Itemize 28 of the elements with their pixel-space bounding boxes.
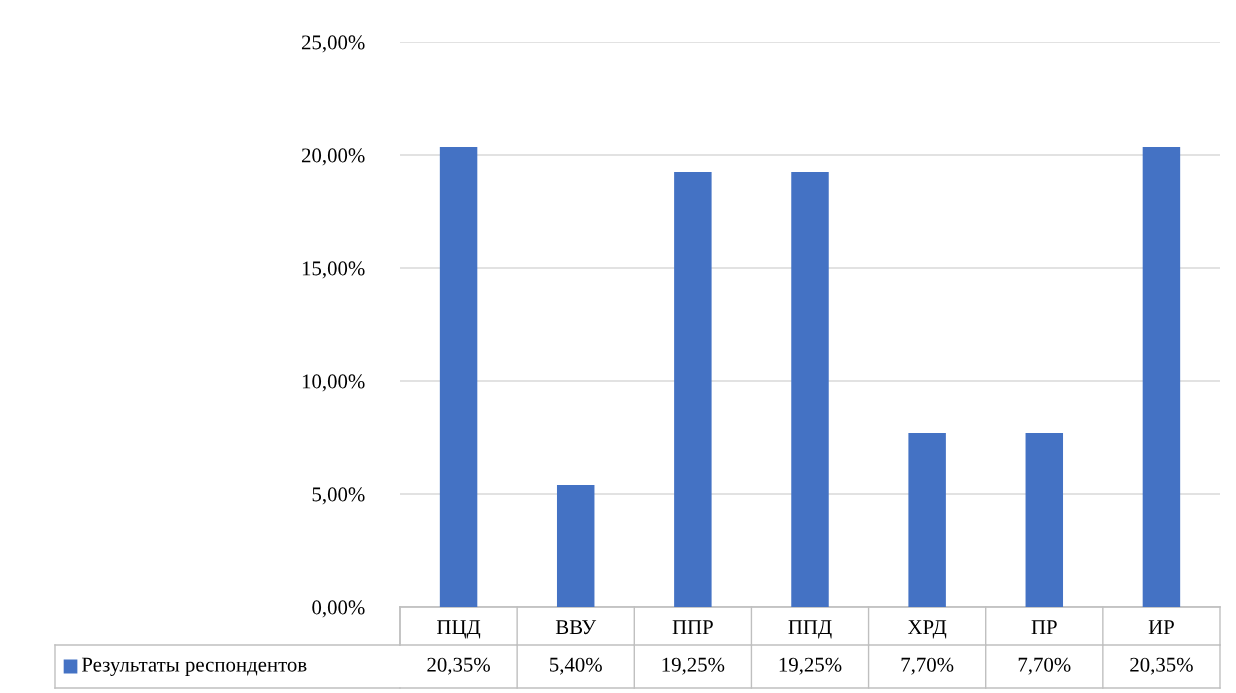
data-label: 20,35%: [427, 657, 490, 675]
y-tick-label: 5,00%: [312, 487, 365, 505]
y-tick-label: 0,00%: [312, 600, 365, 618]
x-tick-label: ПЦД: [437, 620, 481, 639]
legend-label: Результаты респондентов: [81, 657, 307, 676]
data-label: 20,35%: [1130, 657, 1193, 675]
data-label: 7,70%: [901, 657, 954, 675]
bar: [791, 171, 829, 607]
bar: [556, 484, 595, 607]
x-tick-label: ППД: [788, 620, 832, 639]
x-tick-label: ХРД: [907, 620, 947, 639]
bar: [674, 171, 712, 607]
data-label: 19,25%: [779, 657, 842, 675]
x-tick-label: ППР: [672, 620, 713, 634]
y-tick-label: 10,00%: [302, 374, 365, 392]
bar: [1025, 432, 1064, 607]
bar: [439, 147, 478, 607]
data-label: 5,40%: [550, 657, 602, 675]
y-tick-label: 15,00%: [302, 261, 365, 279]
y-tick-label: 20,00%: [301, 148, 365, 166]
x-tick-label: ВВУ: [555, 620, 597, 635]
bar: [1142, 147, 1181, 607]
x-tick-label: ИР: [1148, 620, 1174, 634]
y-tick-label: 25,00%: [301, 35, 365, 53]
data-label: 7,70%: [1018, 657, 1071, 675]
x-tick-label: ПР: [1031, 620, 1057, 634]
bar: [908, 432, 946, 607]
data-label: 19,25%: [662, 657, 725, 675]
